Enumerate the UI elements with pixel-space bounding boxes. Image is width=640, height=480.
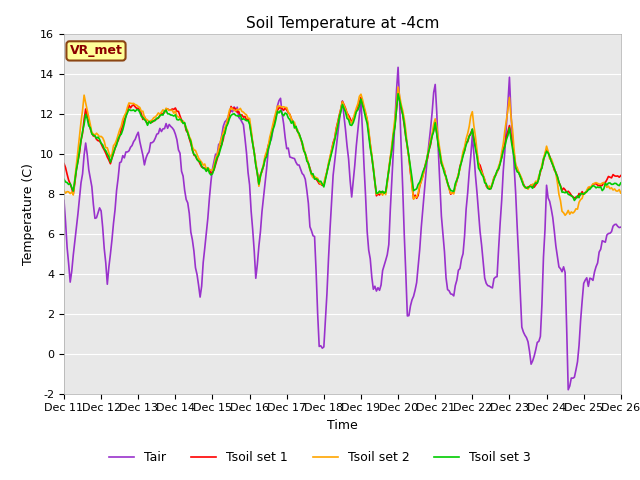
Tsoil set 1 — [60, 161, 68, 167]
Line: Tair: Tair — [64, 67, 621, 390]
Tsoil set 3 — [377, 190, 385, 195]
Tsoil set 2 — [397, 102, 405, 108]
Tsoil set 2 — [377, 190, 385, 196]
Tsoil set 3 — [571, 198, 579, 204]
Tsoil set 2 — [410, 196, 417, 202]
Tsoil set 1 — [377, 189, 385, 194]
Tsoil set 3 — [394, 91, 402, 96]
Tsoil set 2 — [561, 212, 569, 218]
Line: Tsoil set 3: Tsoil set 3 — [64, 94, 621, 201]
Title: Soil Temperature at -4cm: Soil Temperature at -4cm — [246, 16, 439, 31]
Tsoil set 2 — [60, 188, 68, 193]
Tsoil set 3 — [76, 148, 83, 154]
Tsoil set 1 — [412, 192, 419, 198]
Tair — [410, 293, 417, 299]
Tair — [617, 224, 625, 230]
Tsoil set 2 — [164, 106, 172, 112]
Tair — [164, 125, 172, 131]
Tair — [394, 64, 402, 70]
Tair — [377, 282, 385, 288]
Tsoil set 1 — [397, 106, 405, 112]
Tsoil set 2 — [550, 166, 558, 171]
Tsoil set 1 — [410, 196, 417, 202]
Tsoil set 2 — [76, 133, 83, 139]
Tsoil set 1 — [164, 106, 172, 112]
Tair — [76, 196, 83, 202]
Tair — [60, 198, 68, 204]
Tsoil set 3 — [410, 188, 417, 193]
Tair — [550, 228, 558, 234]
Tsoil set 3 — [550, 166, 558, 171]
Tsoil set 2 — [394, 84, 402, 90]
Tsoil set 3 — [164, 111, 172, 117]
Text: VR_met: VR_met — [70, 44, 122, 58]
Tair — [397, 144, 405, 150]
Legend: Tair, Tsoil set 1, Tsoil set 2, Tsoil set 3: Tair, Tsoil set 1, Tsoil set 2, Tsoil se… — [104, 446, 536, 469]
Tsoil set 3 — [397, 105, 405, 110]
X-axis label: Time: Time — [327, 419, 358, 432]
Y-axis label: Temperature (C): Temperature (C) — [22, 163, 35, 264]
Tsoil set 2 — [617, 190, 625, 196]
Tsoil set 1 — [394, 88, 402, 94]
Tsoil set 3 — [617, 180, 625, 186]
Line: Tsoil set 1: Tsoil set 1 — [64, 91, 621, 199]
Tsoil set 1 — [617, 173, 625, 179]
Tsoil set 3 — [60, 177, 68, 182]
Tsoil set 1 — [76, 150, 83, 156]
Tair — [564, 387, 572, 393]
Tsoil set 1 — [552, 169, 559, 175]
Line: Tsoil set 2: Tsoil set 2 — [64, 87, 621, 215]
